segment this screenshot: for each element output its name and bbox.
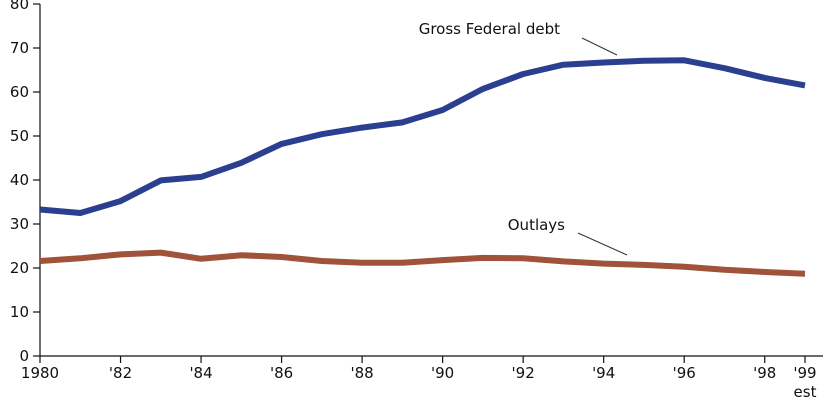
x-tick-label: '90 [431,364,454,382]
y-tick-label: 20 [10,259,29,277]
series-line-outlays [39,249,806,277]
series-label-gross-federal-debt: Gross Federal debt [419,20,560,38]
y-axis: 0 10 20 30 40 50 60 70 80 [10,0,41,365]
x-tick-label: '94 [592,364,615,382]
series-line-gross-federal-debt [39,57,806,216]
x-tick-label: 1980 [21,364,59,382]
y-tick-label: 70 [10,39,29,57]
x-tick-label: '98 [753,364,776,382]
leader-line-gross-federal-debt [581,37,618,56]
y-tick-label: 30 [10,215,29,233]
leader-line-outlays [577,232,628,256]
y-tick-label: 50 [10,127,29,145]
y-tick-label: 60 [10,83,29,101]
x-tick-label: '86 [270,364,293,382]
series-label-outlays: Outlays [508,216,565,234]
x-tick-label: '82 [109,364,132,382]
x-tick-label: '92 [512,364,535,382]
x-tick-label: '96 [673,364,696,382]
x-tick-label: '84 [189,364,212,382]
x-tick-sublabel-est: est [794,383,817,401]
series-layer [39,57,806,277]
y-tick-label: 40 [10,171,29,189]
annotation-layer: Gross Federal debt Outlays [419,20,628,256]
y-tick-label: 10 [10,303,29,321]
y-tick-label: 0 [19,347,29,365]
x-tick-label: '99 [793,364,816,382]
x-tick-label: '88 [350,364,373,382]
y-tick-label: 80 [10,0,29,13]
